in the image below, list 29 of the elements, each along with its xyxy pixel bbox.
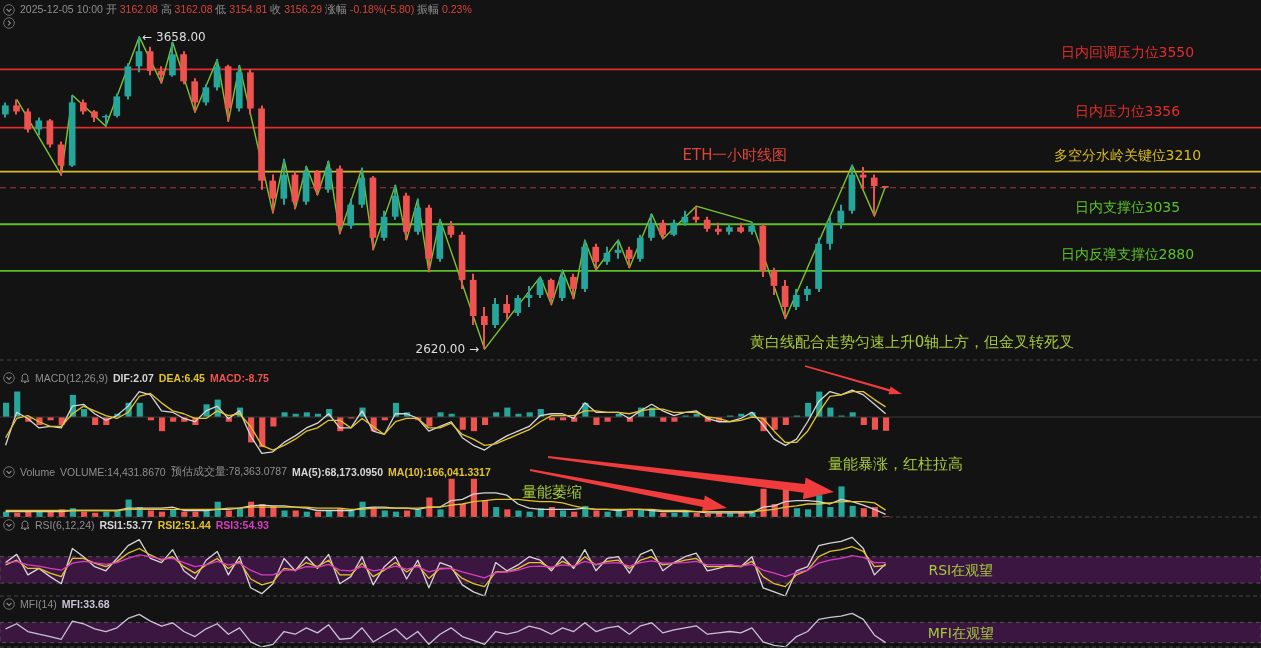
ref-line-label: 日内压力位3356: [1074, 102, 1181, 119]
band-label: RSI在观望: [928, 561, 994, 578]
text: RSI2:51.44: [157, 519, 211, 531]
ref-line-label: 日内支撑位3035: [1074, 199, 1181, 216]
chart-title: MACD(12,26,9): [35, 372, 108, 384]
chart-title: RSI(6,12,24): [35, 519, 95, 531]
text: RSI3:54.93: [215, 519, 269, 531]
annotation: ← 3658.00: [142, 29, 206, 44]
annotation: 2620.00 →: [415, 342, 479, 356]
series-label: RSI1:53.77: [99, 519, 153, 531]
text: MA(5):68,173.0950: [292, 466, 384, 478]
series-label: MFI:33.68: [61, 598, 110, 610]
annotation: 黄白线配合走势匀速上升0轴上方，但金叉转死叉: [749, 332, 1075, 352]
text: 2025-12-05 10:00 开 3162.08 高 3162.08 低 3154.81 收 3156.29 涨幅 -0.18%(-5.80) 振幅 0.23%: [20, 3, 472, 15]
ref-line-label: 日内回调压力位3550: [1060, 44, 1195, 61]
text: 预估成交量:78,363.0787: [170, 465, 287, 479]
ref-line-label: 多空分水岭关键位3210: [1053, 146, 1202, 163]
chart-title: Volume: [20, 466, 56, 478]
chart-title: MFI(14): [20, 598, 57, 610]
text: 量能暴涨，红柱拉高: [827, 454, 963, 474]
text: MA(10):166,041.3317: [388, 466, 491, 478]
text: VOLUME:14,431.8670: [60, 466, 166, 478]
series-label: DEA:6.45: [158, 372, 205, 384]
series-label: DIF:2.07: [112, 372, 154, 384]
ref-line-label: 日内反弹支撑位2880: [1060, 245, 1195, 262]
series-label: MACD:-8.75: [209, 372, 269, 384]
band-label: MFI在观望: [927, 624, 995, 641]
annotation: 量能萎缩: [522, 482, 582, 502]
text: ETH一小时线图: [682, 145, 788, 165]
